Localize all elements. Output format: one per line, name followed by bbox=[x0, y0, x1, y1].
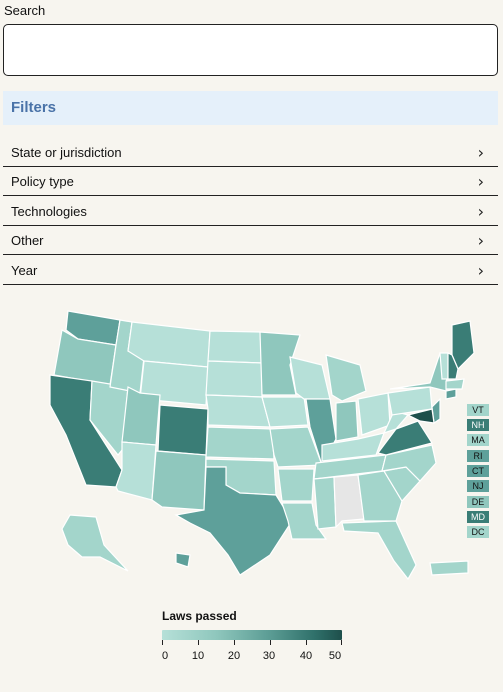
state-minnesota[interactable] bbox=[259, 331, 301, 396]
small-state-ri[interactable]: RI bbox=[467, 450, 489, 462]
small-state-md[interactable]: MD bbox=[467, 511, 489, 523]
state-maryland[interactable] bbox=[406, 408, 435, 424]
state-arkansas[interactable] bbox=[277, 468, 315, 502]
filter-label: Year bbox=[11, 262, 38, 278]
filter-label: Other bbox=[11, 232, 44, 248]
legend-color-scale bbox=[162, 630, 342, 640]
filters-title: Filters bbox=[11, 99, 57, 116]
filter-label: Policy type bbox=[11, 173, 74, 189]
chevron-right-icon: › bbox=[477, 142, 484, 162]
small-state-ct[interactable]: CT bbox=[467, 465, 489, 477]
state-vermont[interactable] bbox=[439, 352, 449, 380]
state-connecticut[interactable] bbox=[445, 388, 457, 400]
filter-other[interactable]: Other › bbox=[3, 226, 498, 255]
small-state-dc[interactable]: DC bbox=[467, 526, 489, 538]
territory-puerto-rico[interactable] bbox=[429, 560, 469, 576]
state-south-dakota[interactable] bbox=[205, 360, 263, 398]
state-new-hampshire[interactable] bbox=[447, 352, 459, 380]
state-wisconsin[interactable] bbox=[289, 356, 331, 400]
state-colorado[interactable] bbox=[157, 404, 209, 456]
state-mississippi[interactable] bbox=[313, 476, 337, 530]
search-input[interactable] bbox=[3, 24, 498, 76]
state-virginia[interactable] bbox=[376, 420, 433, 456]
filter-year[interactable]: Year › bbox=[3, 256, 498, 285]
state-ohio[interactable] bbox=[357, 392, 391, 436]
small-state-vt[interactable]: VT bbox=[467, 404, 489, 416]
filter-state[interactable]: State or jurisdiction › bbox=[3, 138, 498, 167]
state-nebraska[interactable] bbox=[205, 394, 271, 428]
filters-header: Filters bbox=[3, 91, 498, 125]
small-state-ma[interactable]: MA bbox=[467, 434, 489, 446]
state-north-dakota[interactable] bbox=[207, 330, 263, 364]
state-kentucky[interactable] bbox=[321, 432, 385, 462]
state-new-york[interactable] bbox=[389, 352, 449, 392]
state-hawaii[interactable] bbox=[175, 552, 191, 568]
small-state-de[interactable]: DE bbox=[467, 496, 489, 508]
state-iowa[interactable] bbox=[261, 396, 309, 428]
legend-ticks bbox=[162, 640, 342, 646]
state-new-mexico[interactable] bbox=[151, 450, 207, 511]
us-choropleth-map bbox=[49, 310, 475, 581]
small-state-nh[interactable]: NH bbox=[467, 419, 489, 431]
state-texas[interactable] bbox=[174, 466, 293, 576]
state-utah[interactable] bbox=[121, 386, 161, 446]
filter-policy-type[interactable]: Policy type › bbox=[3, 167, 498, 196]
state-missouri[interactable] bbox=[269, 426, 323, 468]
filter-label: Technologies bbox=[11, 203, 87, 219]
state-florida[interactable] bbox=[341, 520, 417, 581]
legend-tick-label: 0 bbox=[161, 650, 169, 662]
state-alabama[interactable] bbox=[333, 474, 365, 529]
state-arizona[interactable] bbox=[115, 441, 157, 501]
legend-tick-label: 50 bbox=[328, 650, 342, 662]
chevron-right-icon: › bbox=[477, 260, 484, 280]
state-michigan[interactable] bbox=[325, 354, 367, 402]
state-massachusetts[interactable] bbox=[445, 378, 465, 390]
state-alaska[interactable] bbox=[61, 514, 129, 572]
filter-technologies[interactable]: Technologies › bbox=[3, 197, 498, 226]
state-north-carolina[interactable] bbox=[381, 444, 437, 482]
legend-tick-label: 30 bbox=[262, 650, 276, 662]
chevron-right-icon: › bbox=[477, 171, 484, 191]
legend-tick-label: 20 bbox=[227, 650, 241, 662]
state-wyoming[interactable] bbox=[139, 360, 209, 406]
state-kansas[interactable] bbox=[205, 426, 275, 460]
state-louisiana[interactable] bbox=[281, 502, 328, 540]
search-label: Search bbox=[4, 3, 46, 18]
small-state-nj[interactable]: NJ bbox=[467, 480, 489, 492]
legend-tick-label: 40 bbox=[299, 650, 313, 662]
legend-title: Laws passed bbox=[162, 609, 237, 623]
state-indiana[interactable] bbox=[335, 400, 359, 442]
state-maine[interactable] bbox=[451, 320, 475, 371]
chevron-right-icon: › bbox=[477, 230, 484, 250]
chevron-right-icon: › bbox=[477, 201, 484, 221]
legend-tick-label: 10 bbox=[191, 650, 205, 662]
filter-label: State or jurisdiction bbox=[11, 144, 122, 160]
